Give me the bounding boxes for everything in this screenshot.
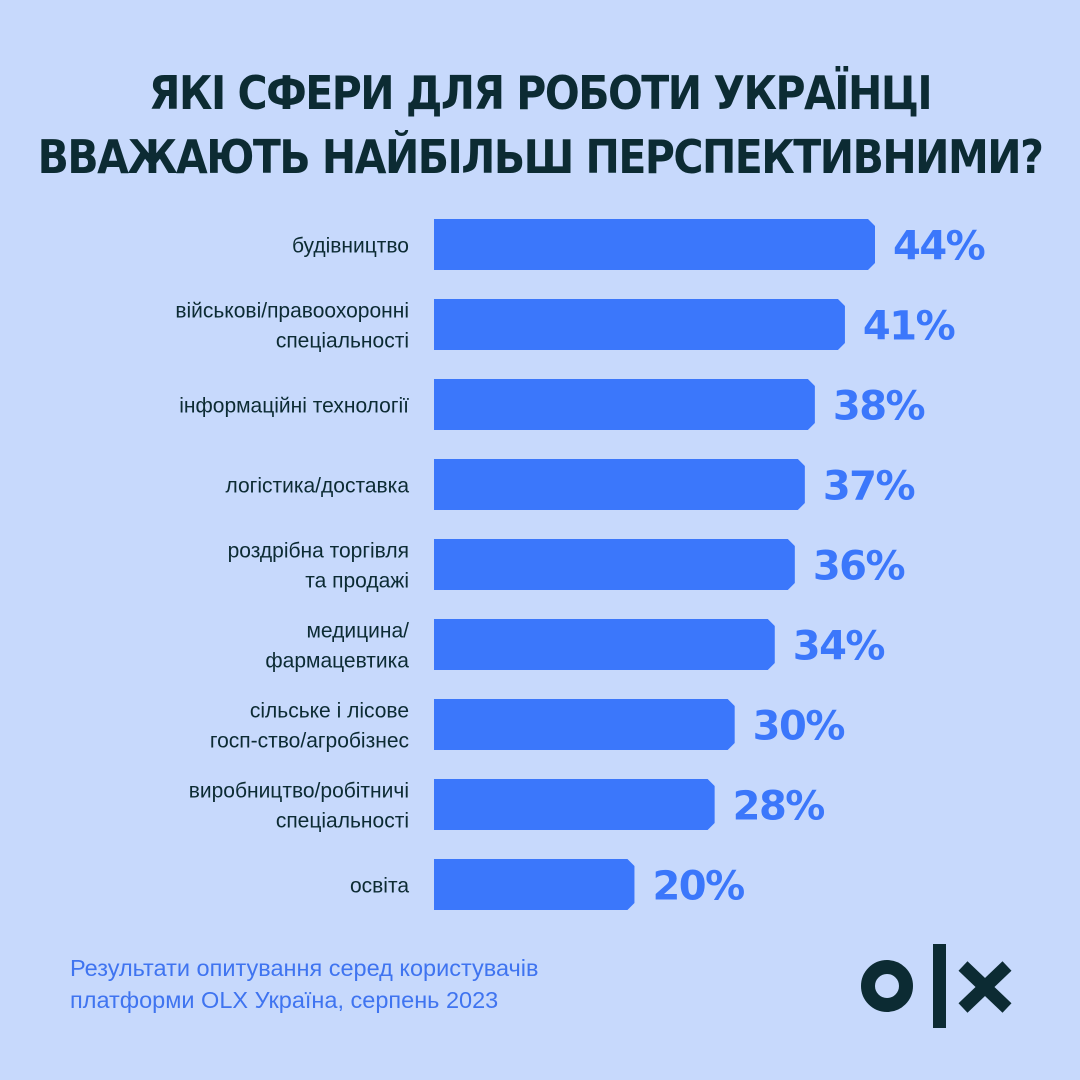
chart-title: ЯКІ СФЕРИ ДЛЯ РОБОТИ УКРАЇНЦІ ВВАЖАЮТЬ Н… [0,62,1080,190]
bar [434,379,815,430]
bar-value-label: 44% [893,224,985,270]
bar-value-label: 36% [813,544,905,590]
category-label: госп-ство/агробізнес [210,730,409,753]
category-label: роздрібна торгівля [228,540,409,563]
bar-value-label: 30% [753,704,845,750]
olx-logo-x [958,961,1012,1013]
bar-group: 34% медицина/фармацевтика [265,619,886,673]
bar [434,699,735,750]
bar-group: 30% сільське і лісове госп-ство/агробізнес [210,699,846,753]
bar-group: 37% логістика/доставка [226,459,916,510]
category-label: спеціальності [276,810,409,833]
bar-group: 28% виробництво/робітничі спеціальності [189,779,826,833]
category-label: інформаційні технології [179,395,409,418]
bar-value-label: 37% [823,464,915,510]
footnote-line-2: платформи OLX Україна, серпень 2023 [70,987,499,1013]
bar-group: 41% військові/правоохоронні спеціальності [175,299,956,353]
category-label: виробництво/робітничі [189,780,409,803]
category-label: спеціальності [276,330,409,353]
bar-chart: 44% будівництво 41% військові/правоохоронні… [175,219,986,910]
bar [434,219,875,270]
bar [434,299,845,350]
chart-title-line-1: ЯКІ СФЕРИ ДЛЯ РОБОТИ УКРАЇНЦІ [148,66,933,121]
survey-footnote: Результати опитування серед користувачів… [70,952,538,1016]
chart-title-line-2: ВВАЖАЮТЬ НАЙБІЛЬШ ПЕРСПЕКТИВНИМИ? [37,130,1044,185]
category-label: фармацевтика [265,650,409,673]
category-label: логістика/доставка [226,475,410,498]
bar-group: 44% будівництво [292,219,986,270]
bar [434,459,805,510]
bar-group: 20% освіта [350,859,746,910]
bar-value-label: 34% [793,624,885,670]
olx-logo [861,944,1012,1028]
olx-logo-l [933,944,946,1028]
category-label: освіта [350,875,409,898]
bar-value-label: 41% [863,304,955,350]
bar [434,859,635,910]
bar-group: 38% інформаційні технології [179,379,926,430]
bar-value-label: 28% [733,784,825,830]
bar-group: 36% роздрібна торгівля та продажі [228,539,906,593]
bar [434,619,775,670]
bar [434,779,715,830]
category-label: сільське і лісове [250,700,409,723]
category-label: будівництво [292,235,409,258]
olx-logo-o [861,960,913,1012]
bar-value-label: 38% [833,384,925,430]
footnote-line-1: Результати опитування серед користувачів [70,955,539,981]
category-label: медицина/ [306,620,409,643]
bar-value-label: 20% [652,864,744,910]
bar [434,539,795,590]
category-label: військові/правоохоронні [175,300,409,323]
category-label: та продажі [305,570,409,593]
